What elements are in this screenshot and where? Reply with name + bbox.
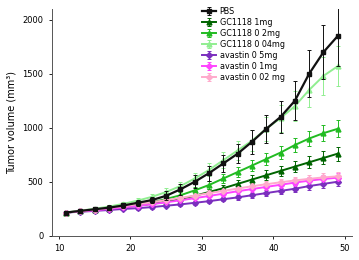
Legend: PBS, GC1118 1mg, GC1118 0 2mg, GC1118 0 04mg, avastin 0 5mg, avastin 0 1mg, avas: PBS, GC1118 1mg, GC1118 0 2mg, GC1118 0 … xyxy=(202,7,285,82)
Y-axis label: Tumor volume (mm³): Tumor volume (mm³) xyxy=(7,71,17,174)
